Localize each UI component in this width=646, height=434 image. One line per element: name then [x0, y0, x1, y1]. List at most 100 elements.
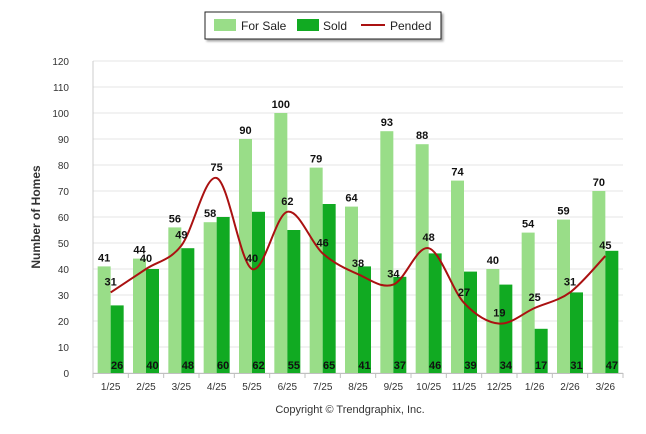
data-label-sold: 34 [500, 360, 513, 372]
data-labels: 41 44 56 58 90 100 79 64 93 88 74 40 54 59 70 26 40 48 60 6… [98, 99, 618, 372]
bar-sold [287, 230, 301, 373]
bar-sold [534, 328, 548, 373]
y-tick-label: 30 [58, 291, 70, 302]
data-label-for-sale: 56 [169, 213, 181, 225]
x-tick-label: 3/26 [596, 382, 616, 393]
data-label-for-sale: 58 [204, 208, 216, 220]
data-label-for-sale: 88 [416, 130, 428, 142]
data-label-pended: 45 [599, 240, 611, 252]
bar-sold [110, 305, 124, 373]
bar-sold [358, 266, 371, 373]
bar-for-sale [239, 139, 252, 373]
data-label-sold: 46 [429, 360, 441, 372]
bar-for-sale [592, 191, 606, 373]
y-tick-label: 60 [58, 213, 70, 224]
x-tick-label: 5/25 [242, 382, 262, 393]
bar-for-sale [380, 131, 394, 373]
bar-sold [428, 253, 442, 373]
bars [97, 113, 619, 373]
data-label-sold: 40 [146, 360, 158, 372]
x-tick-label: 12/25 [487, 382, 512, 393]
data-label-pended: 49 [175, 230, 187, 242]
x-tick-label: 8/25 [348, 382, 368, 393]
y-axis-title: Number of Homes [29, 165, 43, 269]
data-label-sold: 37 [394, 360, 406, 372]
bar-sold [570, 292, 583, 373]
pended-line-path [110, 177, 607, 325]
data-label-pended: 48 [423, 232, 435, 244]
x-tick-label: 6/25 [278, 382, 298, 393]
bar-for-sale [309, 167, 323, 373]
legend-label-pended: Pended [390, 19, 431, 33]
data-label-for-sale: 79 [310, 154, 322, 166]
x-tick-label: 4/25 [207, 382, 227, 393]
y-tick-label: 80 [58, 161, 70, 172]
data-label-pended: 19 [493, 308, 505, 320]
bar-for-sale [451, 180, 464, 373]
data-label-for-sale: 64 [345, 193, 358, 205]
copyright-text: Copyright © Trendgraphix, Inc. [275, 404, 424, 416]
x-tick-label: 9/25 [384, 382, 404, 393]
y-tick-label: 90 [58, 135, 70, 146]
y-tick-label: 0 [63, 369, 69, 380]
y-tick-label: 40 [58, 265, 70, 276]
legend-box [204, 11, 442, 40]
data-label-sold: 41 [358, 360, 370, 372]
bar-for-sale [274, 113, 288, 373]
bar-for-sale [97, 266, 111, 373]
y-tick-label: 20 [58, 317, 70, 328]
data-label-pended: 34 [387, 269, 400, 281]
data-label-for-sale: 40 [487, 255, 499, 267]
pended-line [110, 177, 607, 325]
data-label-for-sale: 93 [381, 117, 393, 129]
data-label-for-sale: 90 [239, 125, 251, 137]
data-label-for-sale: 54 [522, 219, 535, 231]
bar-sold [181, 248, 195, 373]
data-label-sold: 17 [535, 360, 547, 372]
data-label-for-sale: 100 [272, 99, 290, 111]
data-label-pended: 40 [140, 253, 152, 265]
x-tick-label: 2/26 [560, 382, 580, 393]
bar-sold [322, 204, 336, 373]
legend: For Sale Sold Pended [204, 11, 442, 40]
data-label-for-sale: 44 [133, 245, 146, 257]
x-tick-label: 1/26 [525, 382, 545, 393]
x-tick-label: 11/25 [452, 382, 477, 393]
data-label-for-sale: 41 [98, 252, 110, 264]
bar-for-sale [521, 232, 535, 373]
data-label-pended: 27 [458, 287, 470, 299]
y-tick-label: 50 [58, 239, 70, 250]
data-label-for-sale: 74 [451, 167, 464, 179]
legend-label-sold: Sold [323, 19, 347, 33]
data-label-pended: 46 [317, 237, 329, 249]
x-tick-label: 2/25 [136, 382, 156, 393]
bar-sold [499, 284, 513, 373]
x-tick-label: 10/25 [416, 382, 441, 393]
bar-sold [146, 269, 159, 373]
data-label-pended: 40 [246, 253, 258, 265]
bar-for-sale [345, 206, 358, 373]
bar-for-sale [486, 269, 500, 373]
data-label-for-sale: 70 [593, 177, 605, 189]
y-tick-label: 100 [52, 109, 69, 120]
bar-for-sale [133, 258, 146, 373]
data-label-for-sale: 59 [557, 206, 569, 218]
bar-sold [605, 250, 619, 373]
legend-swatch-sold [297, 19, 319, 31]
data-label-sold: 48 [182, 360, 194, 372]
legend-label-for-sale: For Sale [241, 19, 287, 33]
data-label-pended: 75 [211, 162, 223, 174]
legend-swatch-for-sale [214, 19, 236, 31]
data-label-pended: 31 [564, 276, 576, 288]
y-tick-label: 10 [58, 343, 70, 354]
bar-sold [393, 276, 407, 373]
x-tick-label: 3/25 [172, 382, 192, 393]
x-tick-label: 1/25 [101, 382, 121, 393]
bar-sold [464, 271, 477, 373]
data-label-pended: 31 [105, 276, 117, 288]
data-label-sold: 65 [323, 360, 335, 372]
x-tick-label: 7/25 [313, 382, 333, 393]
data-label-sold: 47 [606, 360, 618, 372]
bar-sold [252, 211, 265, 373]
